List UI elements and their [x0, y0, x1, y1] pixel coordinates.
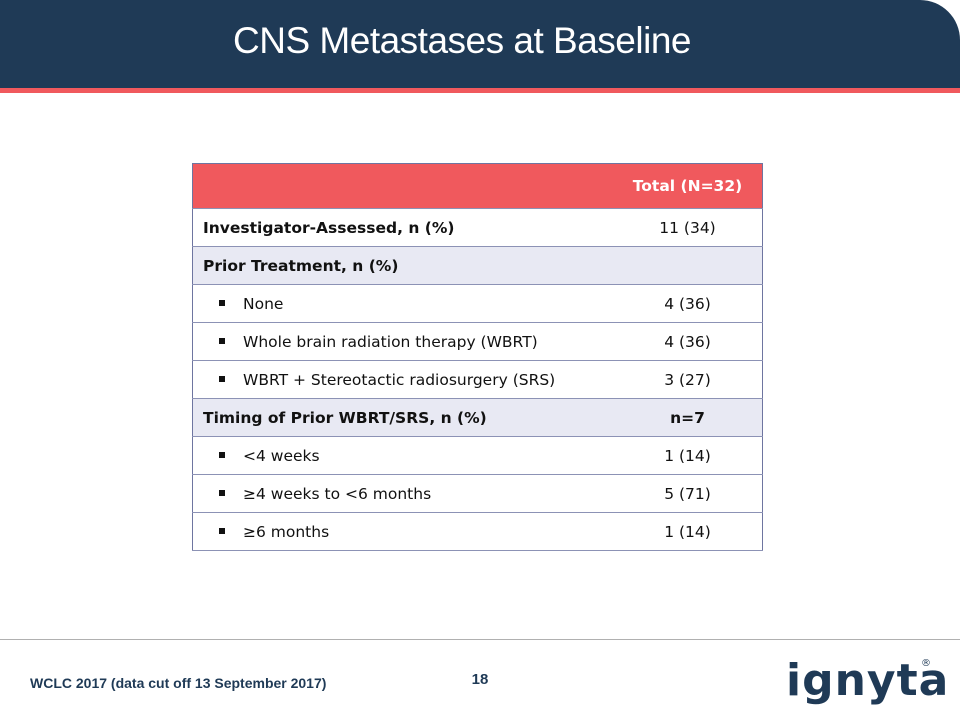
row-value: 3 (27)	[613, 360, 763, 399]
row-label: Prior Treatment, n (%)	[192, 246, 613, 285]
row-label: WBRT + Stereotactic radiosurgery (SRS)	[243, 370, 556, 389]
row-label: <4 weeks	[243, 446, 320, 465]
row-label: ≥6 months	[243, 522, 330, 541]
row-label-cell: ≥4 weeks to <6 months	[192, 474, 613, 513]
footer-citation: WCLC 2017 (data cut off 13 September 201…	[30, 675, 327, 691]
registered-mark: ®	[921, 658, 931, 669]
row-label-cell: Whole brain radiation therapy (WBRT)	[192, 322, 613, 361]
title-accent-stripe	[0, 88, 960, 93]
bullet-icon	[219, 452, 225, 458]
row-label-cell: None	[192, 284, 613, 323]
table-row-4-weeks-to-6-months: ≥4 weeks to <6 months 5 (71)	[192, 474, 763, 513]
table-row-investigator-assessed: Investigator-Assessed, n (%) 11 (34)	[192, 208, 763, 247]
page-number: 18	[471, 671, 489, 688]
row-value	[613, 246, 763, 285]
table-row-wbrt-srs: WBRT + Stereotactic radiosurgery (SRS) 3…	[192, 360, 763, 399]
row-label: None	[243, 294, 284, 313]
row-value: 1 (14)	[613, 436, 763, 475]
cns-metastases-table: Total (N=32) Investigator-Assessed, n (%…	[192, 163, 763, 551]
row-label: Investigator-Assessed, n (%)	[192, 208, 613, 247]
table-row-lt-4-weeks: <4 weeks 1 (14)	[192, 436, 763, 475]
bullet-icon	[219, 376, 225, 382]
row-label: Whole brain radiation therapy (WBRT)	[243, 332, 538, 351]
row-label: Timing of Prior WBRT/SRS, n (%)	[192, 398, 613, 437]
footer-divider	[0, 639, 960, 640]
row-label-cell: <4 weeks	[192, 436, 613, 475]
table-row-none: None 4 (36)	[192, 284, 763, 323]
ignyta-logo: ignyta	[786, 655, 950, 706]
table-row-prior-treatment: Prior Treatment, n (%)	[192, 246, 763, 285]
slide-title: CNS Metastases at Baseline	[233, 20, 691, 61]
row-label-cell: WBRT + Stereotactic radiosurgery (SRS)	[192, 360, 613, 399]
bullet-icon	[219, 490, 225, 496]
table-row-timing: Timing of Prior WBRT/SRS, n (%) n=7	[192, 398, 763, 437]
row-value: 4 (36)	[613, 284, 763, 323]
row-value: 1 (14)	[613, 512, 763, 551]
row-label-cell: ≥6 months	[192, 512, 613, 551]
header-total-cell: Total (N=32)	[613, 163, 763, 209]
bullet-icon	[219, 528, 225, 534]
title-bar	[0, 0, 960, 88]
row-value: 4 (36)	[613, 322, 763, 361]
table-header-row: Total (N=32)	[192, 163, 763, 209]
bullet-icon	[219, 300, 225, 306]
header-label-cell	[192, 163, 613, 209]
bullet-icon	[219, 338, 225, 344]
row-label: ≥4 weeks to <6 months	[243, 484, 432, 503]
table-row-gte-6-months: ≥6 months 1 (14)	[192, 512, 763, 551]
row-value: n=7	[613, 398, 763, 437]
table-row-wbrt: Whole brain radiation therapy (WBRT) 4 (…	[192, 322, 763, 361]
row-value: 5 (71)	[613, 474, 763, 513]
row-value: 11 (34)	[613, 208, 763, 247]
